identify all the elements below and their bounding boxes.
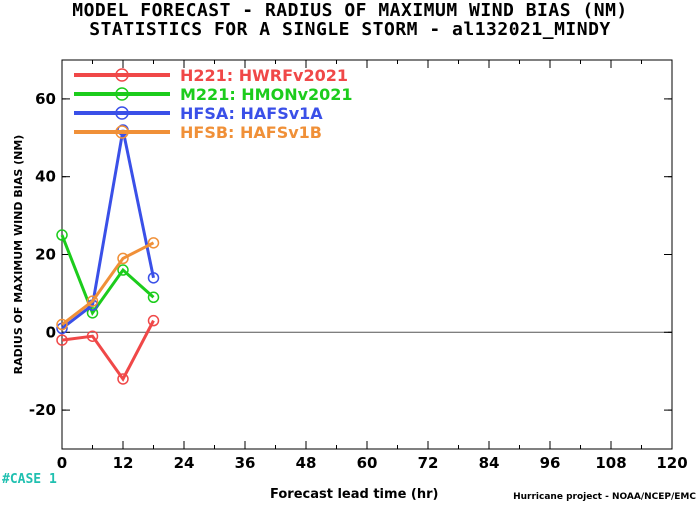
- legend-marker: [115, 87, 129, 101]
- legend-marker: [115, 125, 129, 139]
- data-point: [117, 373, 129, 385]
- data-point: [86, 307, 99, 319]
- x-tick-label: 36: [235, 454, 256, 472]
- legend-label: HFSA: HAFSv1A: [180, 104, 323, 123]
- y-tick-label: 60: [35, 90, 56, 108]
- x-tick-label: 72: [418, 454, 439, 472]
- data-point: [56, 229, 68, 241]
- x-tick-label: 120: [656, 454, 687, 472]
- data-point: [147, 291, 160, 304]
- data-point: [117, 252, 129, 265]
- x-tick-label: 60: [357, 454, 378, 472]
- legend-marker: [115, 106, 129, 120]
- plot-frame: [61, 59, 673, 450]
- legend-label: HFSB: HAFSv1B: [180, 123, 322, 142]
- series-line: [61, 129, 155, 330]
- chart-subtitle: STATISTICS FOR A SINGLE STORM - al132021…: [89, 19, 611, 40]
- y-tick-label: -20: [29, 401, 56, 419]
- data-point: [56, 334, 68, 346]
- y-tick-label: 0: [46, 323, 56, 341]
- x-tick-label: 12: [113, 454, 134, 472]
- legend-label: H221: HWRFv2021: [180, 66, 348, 85]
- y-tick-label: 40: [35, 168, 56, 186]
- data-point: [86, 330, 99, 342]
- series-line: [61, 241, 155, 326]
- x-axis-label: Forecast lead time (hr): [270, 487, 439, 502]
- y-tick-label: 20: [35, 246, 56, 264]
- credit-text: Hurricane project - NOAA/NCEP/EMC: [513, 492, 696, 502]
- x-tick-label: 24: [174, 454, 195, 472]
- x-tick-label: 108: [595, 454, 626, 472]
- series-line: [61, 319, 155, 382]
- y-axis-label: RADIUS OF MAXIMUM WIND BIAS (NM): [12, 135, 25, 375]
- data-point: [147, 237, 160, 249]
- x-tick-label: 96: [540, 454, 561, 472]
- case-label: #CASE 1: [2, 472, 57, 487]
- data-point: [147, 314, 160, 327]
- x-tick-label: 84: [479, 454, 500, 472]
- series-line: [60, 234, 155, 316]
- legend-marker: [115, 68, 129, 82]
- data-point: [117, 264, 129, 276]
- x-tick-label: 48: [296, 454, 317, 472]
- legend-label: M221: HMONv2021: [180, 85, 353, 104]
- data-point: [56, 318, 68, 331]
- chart-title: MODEL FORECAST - RADIUS OF MAXIMUM WIND …: [72, 0, 628, 21]
- data-point: [86, 295, 99, 307]
- x-tick-label: 0: [57, 454, 67, 472]
- data-point: [147, 272, 160, 284]
